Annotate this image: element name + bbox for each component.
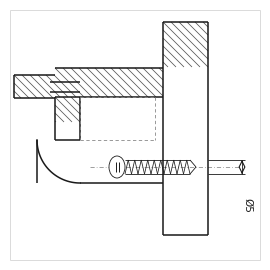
Text: Ø5: Ø5	[243, 198, 253, 212]
Ellipse shape	[109, 156, 125, 178]
